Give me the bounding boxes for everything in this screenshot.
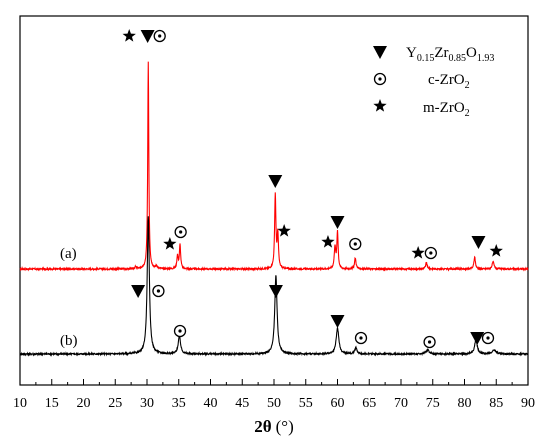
x-tick-label: 25 <box>108 396 122 411</box>
x-tick-label: 35 <box>172 396 186 411</box>
circle-dot-center <box>427 340 432 344</box>
x-tick-label: 70 <box>394 396 408 411</box>
trace-a <box>19 61 529 272</box>
trace-label-b: (b) <box>60 333 78 349</box>
legend-label-part: O <box>466 45 477 61</box>
x-tick-label: 15 <box>45 396 59 411</box>
series-layer <box>19 61 529 357</box>
x-tick-label: 20 <box>77 396 91 411</box>
trace-b <box>19 216 529 357</box>
triangle-marker-icon <box>268 175 283 188</box>
circle-dot-center <box>156 289 161 293</box>
star-marker-icon <box>122 29 136 42</box>
marker-layer <box>122 29 503 349</box>
legend-label-part: 0.85 <box>449 53 467 64</box>
legend-label-m-zro2: m-ZrO2 <box>423 100 470 119</box>
x-axis-title-unit: (°) <box>276 417 294 436</box>
x-tick-label: 10 <box>13 396 27 411</box>
x-tick-label: 45 <box>235 396 249 411</box>
legend-markers <box>373 46 387 112</box>
legend-label-c-zro2: c-ZrO2 <box>428 72 470 91</box>
triangle-marker-icon <box>131 285 146 298</box>
circle-dot-marker-icon <box>174 225 187 239</box>
legend-label-part: Y <box>406 45 417 61</box>
circle-dot-marker-icon <box>173 324 187 338</box>
legend-label-part: Zr <box>434 45 448 61</box>
x-tick-label: 60 <box>331 396 345 411</box>
circle-dot-center <box>178 329 182 333</box>
legend-label-y015zr085o193: Y0.15Zr0.85O1.93 <box>406 45 494 64</box>
star-marker-icon <box>321 235 335 248</box>
x-tick-label: 85 <box>489 396 503 411</box>
star-marker-icon <box>277 224 291 237</box>
star-marker-icon <box>411 246 425 259</box>
legend-label-part: 0.15 <box>417 53 435 64</box>
legend-label-part: c-ZrO <box>428 72 465 88</box>
triangle-marker-icon <box>470 332 485 345</box>
circle-dot-marker-icon <box>152 284 165 298</box>
x-axis-title-symbol: 2θ <box>254 417 272 436</box>
x-axis-ticks: 10 15 20 25 30 35 40 45 50 55 60 65 70 75 80 85 90 <box>13 379 535 411</box>
legend-label-part: 2 <box>465 80 470 91</box>
triangle-marker-icon <box>330 315 345 328</box>
circle-dot-center <box>179 230 183 234</box>
circle-dot-center <box>353 242 357 246</box>
triangle-marker-icon <box>268 285 283 298</box>
circle-dot-marker-icon <box>424 246 437 260</box>
star-marker-icon <box>163 237 177 250</box>
triangle-marker-icon <box>373 46 387 59</box>
circle-dot-marker-icon <box>349 237 362 251</box>
triangle-marker-icon <box>471 236 486 249</box>
circle-dot-center <box>486 336 490 340</box>
triangle-marker-icon <box>330 216 345 229</box>
legend-label-part: 1.93 <box>477 53 495 64</box>
star-marker-icon <box>373 99 387 112</box>
x-tick-label: 80 <box>458 396 472 411</box>
circle-dot-center <box>359 336 363 340</box>
circle-dot-center <box>378 77 382 81</box>
x-tick-label: 40 <box>204 396 218 411</box>
circle-dot-center <box>158 34 162 38</box>
x-tick-label: 75 <box>426 396 440 411</box>
trace-label-a: (a) <box>60 246 77 262</box>
triangle-marker-icon <box>140 30 155 43</box>
legend: Y0.15Zr0.85O1.93 c-ZrO2 m-ZrO2 <box>373 45 494 119</box>
circle-dot-marker-icon <box>373 72 387 86</box>
legend-label-part: m-ZrO <box>423 100 465 116</box>
legend-label-part: 2 <box>465 108 470 119</box>
circle-dot-center <box>429 251 433 255</box>
x-tick-label: 65 <box>362 396 376 411</box>
circle-dot-marker-icon <box>481 331 495 345</box>
star-marker-icon <box>489 244 503 257</box>
x-tick-label: 55 <box>299 396 313 411</box>
x-axis-title: 2θ (°) <box>254 417 294 436</box>
x-tick-label: 30 <box>140 396 154 411</box>
circle-dot-marker-icon <box>153 29 166 43</box>
x-tick-label: 50 <box>267 396 281 411</box>
circle-dot-marker-icon <box>354 331 368 345</box>
circle-dot-marker-icon <box>423 335 436 349</box>
x-tick-label: 90 <box>521 396 535 411</box>
